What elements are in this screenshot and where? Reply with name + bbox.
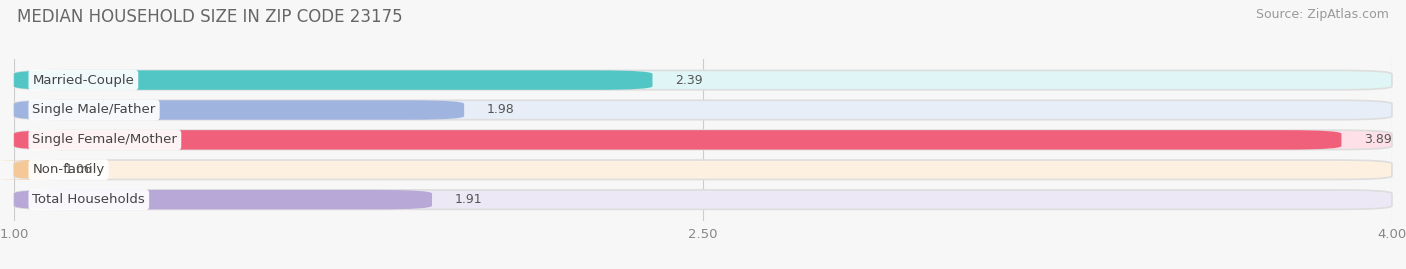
Text: 1.06: 1.06 [65,163,93,176]
FancyBboxPatch shape [14,130,1341,150]
FancyBboxPatch shape [0,160,69,179]
FancyBboxPatch shape [14,100,464,120]
Text: 1.91: 1.91 [456,193,482,206]
FancyBboxPatch shape [14,70,1392,90]
FancyBboxPatch shape [14,130,1392,150]
Text: Single Female/Mother: Single Female/Mother [32,133,177,146]
Text: MEDIAN HOUSEHOLD SIZE IN ZIP CODE 23175: MEDIAN HOUSEHOLD SIZE IN ZIP CODE 23175 [17,8,402,26]
Text: Source: ZipAtlas.com: Source: ZipAtlas.com [1256,8,1389,21]
Text: Single Male/Father: Single Male/Father [32,104,156,116]
Text: Non-family: Non-family [32,163,104,176]
FancyBboxPatch shape [14,190,1392,209]
Text: Married-Couple: Married-Couple [32,74,135,87]
Text: Total Households: Total Households [32,193,145,206]
FancyBboxPatch shape [14,100,1392,120]
Text: 1.98: 1.98 [486,104,515,116]
FancyBboxPatch shape [14,70,652,90]
FancyBboxPatch shape [14,160,1392,179]
FancyBboxPatch shape [14,190,432,209]
Text: 2.39: 2.39 [675,74,703,87]
Text: 3.89: 3.89 [1364,133,1392,146]
